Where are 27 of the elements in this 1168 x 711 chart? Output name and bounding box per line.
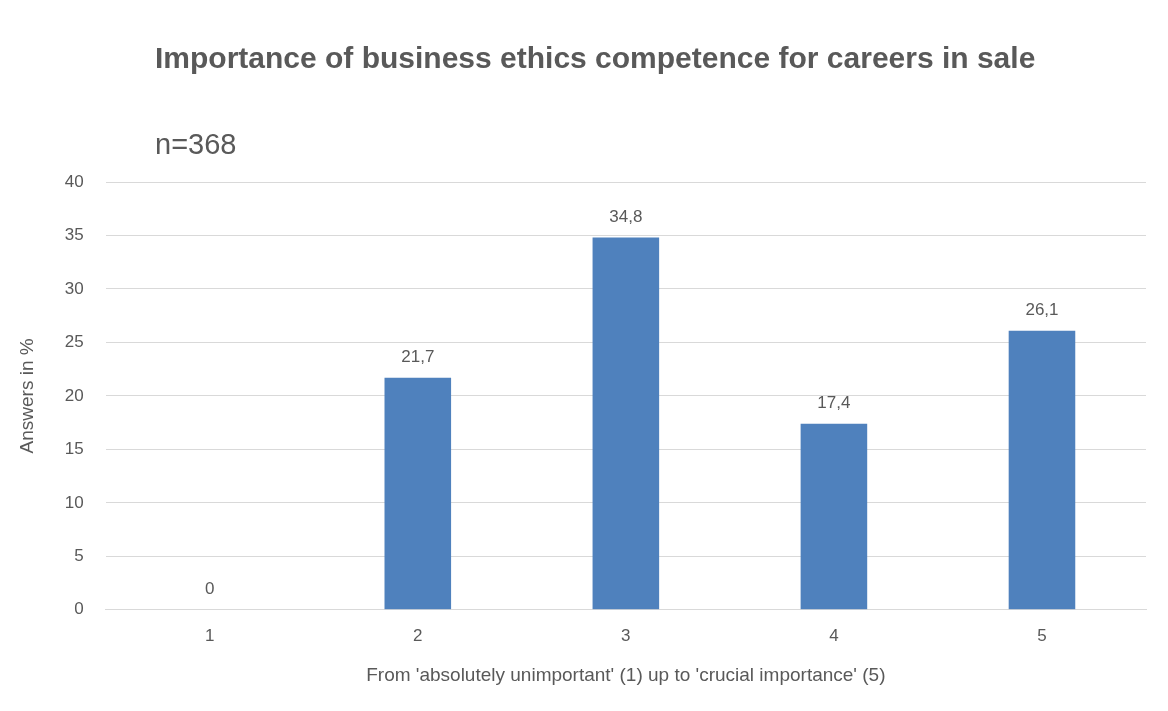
y-axis-title: Answers in % (15, 338, 37, 454)
data-label: 0 (205, 578, 215, 598)
x-tick-label: 2 (413, 625, 423, 645)
y-tick-label: 0 (74, 599, 84, 619)
chart-title: Importance of business ethics competence for careers in sale (155, 40, 1037, 76)
y-tick-label: 10 (64, 492, 84, 512)
y-tick-label: 30 (64, 278, 84, 298)
y-tick-label: 15 (64, 439, 84, 459)
x-tick-label: 5 (1037, 625, 1047, 645)
data-label: 34,8 (609, 206, 643, 226)
bar (1008, 330, 1076, 610)
x-tick-label: 4 (829, 625, 839, 645)
y-tick-label: 35 (64, 225, 84, 245)
x-tick-label: 3 (621, 625, 631, 645)
data-label: 26,1 (1025, 299, 1059, 319)
bar (384, 377, 452, 610)
y-tick-label: 25 (64, 332, 84, 352)
data-label: 21,7 (401, 346, 435, 366)
x-tick-label: 1 (205, 625, 215, 645)
bar (592, 237, 660, 610)
bar (800, 423, 868, 610)
y-tick-label: 5 (74, 546, 84, 566)
data-label: 17,4 (817, 392, 851, 412)
chart-subtitle: n=368 (155, 128, 237, 161)
y-tick-label: 40 (64, 171, 84, 191)
y-tick-label: 20 (64, 385, 84, 405)
x-axis-title: From 'absolutely unimportant' (1) up to 'crucial importance' (5) (366, 663, 886, 685)
